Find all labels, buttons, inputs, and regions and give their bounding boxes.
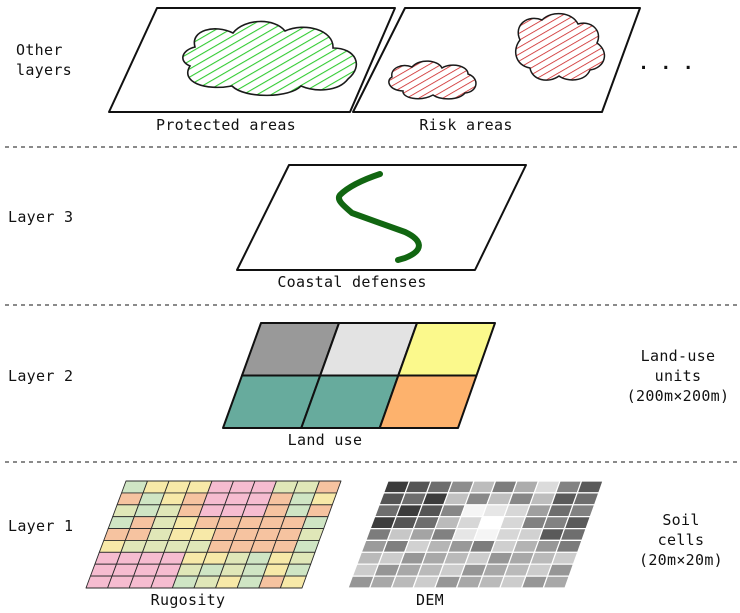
rugosity-cell [292, 539, 320, 553]
coastal-defenses-panel [236, 164, 527, 271]
other-layers-label: Other layers [16, 40, 72, 80]
rugosity-cell [301, 516, 329, 530]
land-use-units-line-1: Land-use [640, 347, 716, 365]
dem-grid [347, 480, 604, 589]
coastal-defenses-caption: Coastal defenses [277, 273, 427, 291]
rugosity-cell [306, 504, 333, 518]
protected-areas-caption: Protected areas [156, 116, 296, 134]
dem-cell [546, 563, 575, 577]
risk-area-small-shape [388, 60, 477, 100]
land-use-units-line-3: (200m×200m) [626, 387, 730, 405]
dem-cell [563, 516, 591, 530]
rugosity-cell [297, 528, 325, 541]
dem-cell [559, 527, 587, 542]
dem-cell [576, 480, 604, 494]
risk-areas-caption: Risk areas [419, 116, 513, 134]
layer-1-label: Layer 1 [8, 517, 74, 535]
soil-cells-line-2: cells [657, 531, 705, 549]
soil-cells-line-1: Soil [662, 511, 700, 529]
other-layers-label-line-1: Other [16, 41, 63, 59]
rugosity-cell [284, 563, 312, 577]
rugosity-cell [288, 551, 316, 565]
dem-cell [568, 504, 596, 518]
other-layers-label-line-2: layers [16, 61, 72, 79]
rugosity-cell [310, 492, 338, 506]
dem-caption: DEM [416, 591, 444, 609]
land-use-caption: Land use [287, 431, 363, 449]
rugosity-cell [314, 480, 342, 494]
layer-3-label: Layer 3 [8, 208, 74, 226]
coastal-defense-line [336, 171, 422, 263]
dem-cell [555, 539, 583, 553]
soil-cells-note: Soil cells (20m×20m) [639, 510, 723, 570]
rugosity-cell [279, 575, 307, 589]
rugosity-caption: Rugosity [150, 591, 226, 609]
protected-area-shape [182, 20, 358, 97]
more-layers-ellipsis: . . . [638, 53, 694, 74]
rugosity-grid [85, 480, 342, 589]
land-use-units-note: Land-use units (200m×200m) [627, 346, 730, 406]
dem-cell [551, 551, 579, 565]
soil-cells-line-3: (20m×20m) [639, 551, 723, 569]
dem-cell [572, 492, 600, 506]
layer-2-label: Layer 2 [8, 367, 74, 385]
land-use-unit-cell [378, 374, 478, 429]
dem-cell [542, 575, 570, 589]
risk-area-large-shape [514, 12, 606, 81]
land-use-units-line-2: units [654, 367, 702, 385]
land-use-grid [222, 322, 496, 429]
